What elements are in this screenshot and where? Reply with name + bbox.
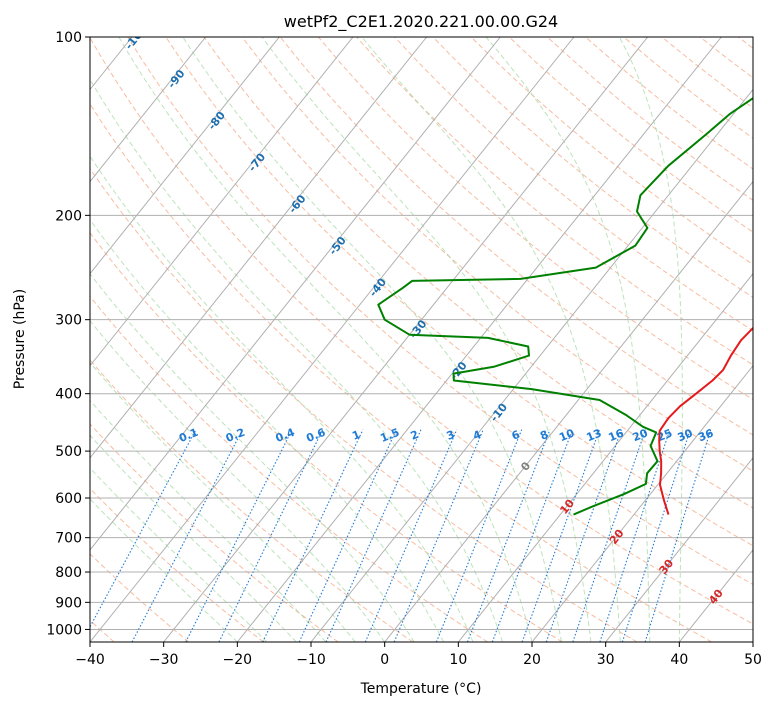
moist-adiabat-line — [90, 218, 445, 642]
mixing-ratio-line — [131, 429, 243, 642]
temperature-profile-line — [658, 326, 753, 515]
dry-adiabat-line — [90, 553, 190, 642]
y-axis: 100 200 300 400 500 600 700 800 900 1000 — [46, 30, 90, 638]
mixing-ratio-label: 13 — [584, 426, 603, 444]
dry-adiabat-line — [90, 103, 712, 642]
isotherm-gridlines — [90, 37, 753, 642]
dry-adiabat-line — [241, 37, 753, 472]
dry-adiabat-line — [279, 37, 753, 436]
y-tick-label: 200 — [55, 208, 82, 224]
plot-frame — [89, 36, 754, 643]
isotherm-line — [90, 37, 354, 367]
dry-adiabat-line — [90, 167, 638, 642]
mixing-ratio-line — [572, 429, 646, 642]
chart-title: wetPf2_C2E1.2020.221.00.00.G24 — [284, 12, 558, 32]
x-tick-label: −10 — [296, 652, 326, 668]
dry-adiabat-line — [356, 37, 753, 366]
isotherm-line — [384, 180, 753, 642]
y-tick-label: 400 — [55, 387, 82, 403]
isotherm-line — [90, 37, 501, 551]
isotherm-line — [90, 37, 207, 183]
y-tick-label: 700 — [55, 531, 82, 547]
isotherm-line — [457, 272, 753, 642]
isotherm-line — [605, 457, 753, 642]
y-axis-title: Pressure (hPa) — [12, 289, 28, 389]
mixing-ratio-label: 10 — [557, 426, 576, 444]
x-tick-label: 50 — [744, 652, 762, 668]
x-axis: −40 −30 −20 −10 0 10 20 30 40 50 — [75, 642, 762, 668]
mixing-ratio-label: 30 — [676, 426, 695, 444]
moist-adiabats — [90, 37, 683, 642]
isotherm-line — [90, 37, 280, 275]
mixing-ratio-line — [262, 429, 364, 642]
dry-adiabat-line — [90, 295, 488, 642]
mixing-ratio-line — [599, 429, 671, 642]
mixing-ratio-line — [90, 429, 197, 628]
mixing-ratio-line — [218, 429, 324, 642]
dry-adiabat-line — [394, 37, 753, 332]
x-tick-label: 10 — [449, 652, 467, 668]
y-tick-label: 900 — [55, 595, 82, 611]
dry-adiabat-line — [90, 487, 264, 642]
dry-adiabat-line — [203, 37, 753, 509]
moist-adiabat-line — [90, 467, 268, 642]
x-tick-label: 40 — [670, 652, 688, 668]
mixing-ratio-label: 36 — [696, 426, 715, 444]
mixing-ratio-line — [521, 429, 601, 642]
profile-series — [377, 97, 753, 516]
mixing-ratio-label: 1 — [350, 428, 362, 443]
y-tick-label: 800 — [55, 565, 82, 581]
x-tick-label: −30 — [149, 652, 179, 668]
mixing-ratio-line — [298, 429, 397, 642]
y-tick-label: 300 — [55, 313, 82, 329]
dewpoint-profile-line — [377, 97, 753, 516]
dry-adiabat-line — [432, 37, 753, 298]
y-tick-label: 600 — [55, 491, 82, 507]
isotherm-line — [310, 88, 753, 642]
isotherm-line — [163, 37, 649, 642]
mixing-ratio-lines — [90, 429, 712, 642]
mixing-ratio-line — [466, 429, 551, 642]
x-tick-label: 30 — [597, 652, 615, 668]
moist-adiabat-line — [361, 37, 621, 642]
mixing-ratio-line — [325, 429, 422, 642]
moist-adiabat-line — [261, 37, 592, 642]
moist-adiabat-line — [182, 37, 562, 642]
x-tick-label: −20 — [223, 652, 253, 668]
isotherm-line — [90, 37, 428, 459]
mixing-ratio-label: 16 — [606, 426, 625, 444]
x-tick-label: 20 — [523, 652, 541, 668]
moist-adiabat-line — [90, 155, 474, 642]
isotherm-line — [531, 364, 753, 642]
x-tick-label: −40 — [75, 652, 105, 668]
mixing-ratio-line — [491, 429, 573, 642]
moist-adiabat-line — [118, 37, 533, 642]
mixing-ratio-line — [185, 429, 293, 642]
isotherm-line — [236, 37, 722, 642]
moist-adiabat-line — [90, 498, 238, 642]
dry-adiabat-line — [90, 37, 753, 625]
y-tick-label: 500 — [55, 444, 82, 460]
mixing-ratio-line — [621, 429, 691, 642]
x-axis-title: Temperature (°C) — [360, 681, 482, 697]
y-tick-label: 1000 — [46, 622, 82, 638]
moist-adiabat-line — [485, 37, 651, 642]
moist-adiabat-line — [90, 434, 297, 642]
y-tick-label: 100 — [55, 30, 82, 46]
mixing-ratio-label: 8 — [538, 428, 550, 443]
moist-adiabat-line — [90, 78, 503, 642]
dry-adiabat-line — [90, 423, 339, 642]
moist-adiabat-line — [90, 399, 327, 642]
mixing-ratio-label: 2 — [409, 428, 421, 443]
moist-adiabat-line — [618, 37, 683, 642]
mixing-ratio-line — [545, 429, 622, 642]
isotherm-line — [90, 37, 575, 642]
mixing-ratio-label: 20 — [631, 426, 650, 444]
mixing-ratio-line — [364, 429, 458, 642]
mixing-ratio-label: 3 — [445, 428, 457, 443]
moist-adiabat-line — [90, 320, 386, 642]
x-tick-label: 0 — [380, 652, 389, 668]
